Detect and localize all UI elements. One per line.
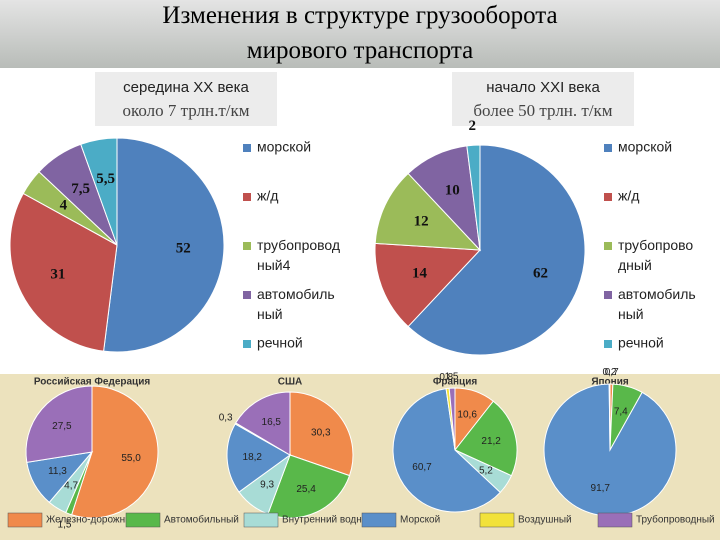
value-label: 91,7 <box>591 483 611 494</box>
chart-title: США <box>278 377 303 388</box>
chart-title: Япония <box>591 377 629 388</box>
value-label: 5,5 <box>96 171 115 187</box>
legend-swatch <box>361 512 397 528</box>
value-label: 11,3 <box>48 466 67 477</box>
pie-slice <box>235 391 291 456</box>
pie-slice <box>9 192 118 352</box>
value-label: 4,7 <box>64 480 78 491</box>
legend-swatch <box>243 512 279 528</box>
legend-label: ж/д <box>257 188 278 204</box>
chart-title: начало XXI века <box>486 79 600 96</box>
pie-slice <box>407 144 586 356</box>
legend-label: Автомобильный <box>164 514 239 526</box>
title-bar <box>0 0 720 68</box>
pie-slice <box>25 385 93 463</box>
legend-swatch <box>243 144 251 152</box>
legend-swatch <box>125 512 161 528</box>
value-label: 27,5 <box>52 421 72 432</box>
legend-swatch <box>243 193 251 201</box>
pie-slice <box>466 144 481 251</box>
value-label: 0,8 <box>439 372 453 383</box>
value-label: 1,5 <box>445 372 459 383</box>
pie-slice <box>226 423 291 493</box>
legend-swatch <box>604 242 612 250</box>
legend-swatch <box>597 512 633 528</box>
value-label: 21,2 <box>481 436 501 447</box>
value-label: 10,6 <box>457 409 477 420</box>
legend-label: автомобиль ный <box>257 286 335 322</box>
legend-swatch <box>479 512 515 528</box>
legend-swatch <box>7 512 43 528</box>
slide-title: Изменения в структуре грузооборота мирово… <box>162 2 557 64</box>
value-label: 30,3 <box>311 428 331 439</box>
value-label: 16,5 <box>262 417 282 428</box>
legend-label: Трубопроводный <box>636 514 715 526</box>
pie-slice <box>289 391 354 477</box>
value-label: 2 <box>468 118 476 134</box>
value-label: 10 <box>445 183 460 199</box>
value-label: 12 <box>414 214 429 230</box>
legend-label: автомобиль ный <box>618 286 696 322</box>
chart-subtitle: более 50 трлн. т/км <box>473 101 612 120</box>
value-label: 0,3 <box>219 412 233 423</box>
pie-slice <box>374 172 482 251</box>
legend-swatch <box>604 291 612 299</box>
legend-label: Внутренний водный <box>282 515 375 526</box>
pie-slice <box>374 242 482 328</box>
value-label: 62 <box>533 265 548 281</box>
pie-slice <box>70 385 159 519</box>
legend-swatch <box>243 340 251 348</box>
pie-slice <box>80 137 118 246</box>
value-label: 9,3 <box>260 480 274 491</box>
legend-swatch <box>243 242 251 250</box>
legend-label: речной <box>257 335 303 351</box>
legend-label: ж/д <box>618 188 639 204</box>
value-label: 31 <box>50 267 65 283</box>
value-label: 52 <box>176 241 191 257</box>
legend-label: трубопровод ный4 <box>257 237 340 273</box>
legend-label: Морской <box>400 515 440 526</box>
chart-subtitle: около 7 трлн.т/км <box>122 101 249 120</box>
value-label: 0,2 <box>603 367 617 378</box>
legend-swatch <box>604 340 612 348</box>
value-label: 60,7 <box>412 462 432 473</box>
legend-swatch <box>604 193 612 201</box>
value-label: 4 <box>60 197 68 213</box>
pie-slice <box>392 388 501 513</box>
legend-label: морской <box>257 139 311 155</box>
pie-slice <box>608 383 611 451</box>
pie-slice <box>103 137 225 353</box>
legend-label: Воздушный <box>518 515 572 526</box>
chart-title: середина XX века <box>123 79 249 96</box>
legend-swatch <box>604 144 612 152</box>
value-label: 5,2 <box>479 465 493 476</box>
subtitle-box <box>95 72 277 126</box>
subtitle-box <box>452 72 634 126</box>
chart-title: Российская Федерация <box>34 377 151 388</box>
value-label: 1,5 <box>58 519 72 530</box>
value-label: 18,2 <box>243 452 263 463</box>
value-label: 55,0 <box>121 453 141 464</box>
legend-label: морской <box>618 139 672 155</box>
value-label: 14 <box>412 265 428 281</box>
pie-slice <box>454 400 518 477</box>
value-label: 7,4 <box>614 407 628 418</box>
value-label: 0,7 <box>605 367 619 378</box>
value-label: 7,5 <box>71 181 90 197</box>
legend-label: трубопрово дный <box>618 237 693 273</box>
legend-swatch <box>243 291 251 299</box>
pie-slice <box>448 387 456 451</box>
value-label: 25,4 <box>296 484 316 495</box>
chart-title: Франция <box>433 377 478 388</box>
legend-label: Железно-дорожный <box>46 515 138 526</box>
legend-label: речной <box>618 335 664 351</box>
